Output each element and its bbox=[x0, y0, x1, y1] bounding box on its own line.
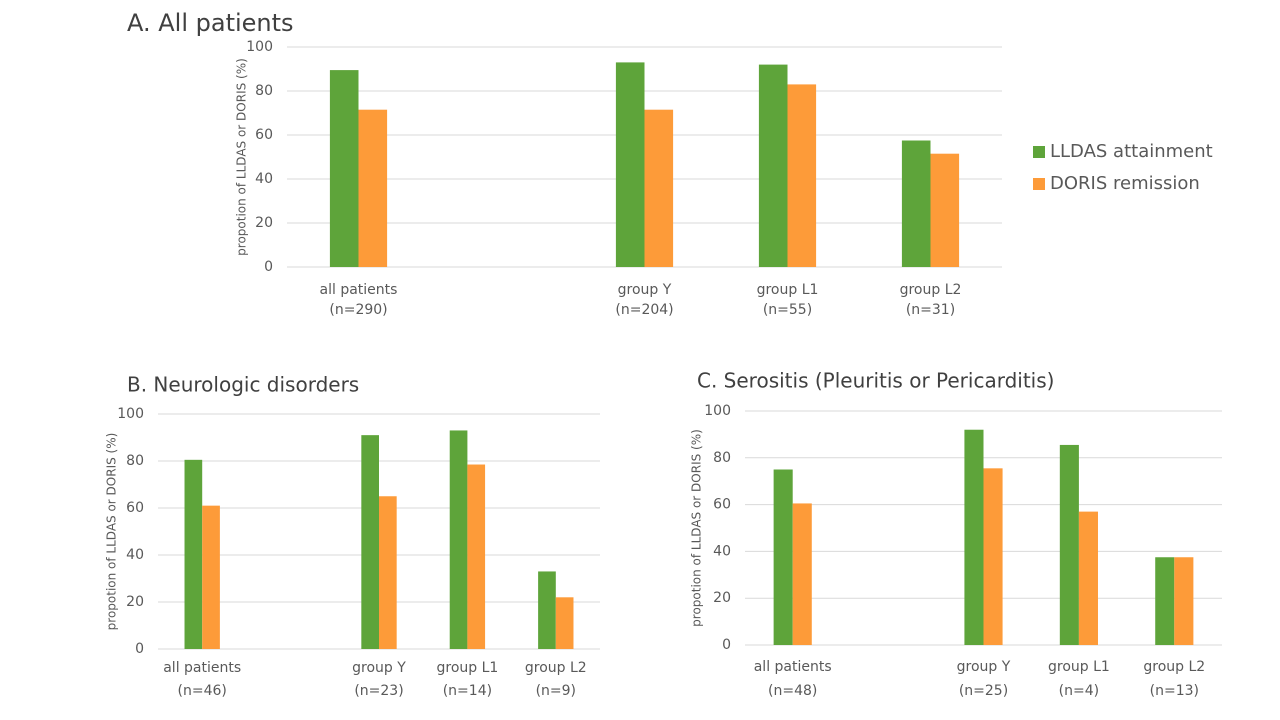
x-tick-label: group Y bbox=[618, 282, 672, 298]
bar bbox=[1078, 511, 1098, 645]
bar bbox=[361, 435, 379, 649]
bar bbox=[358, 109, 388, 267]
y-tick-label: 20 bbox=[255, 215, 273, 231]
bar bbox=[379, 496, 397, 649]
y-tick-label: 0 bbox=[135, 641, 144, 657]
bar bbox=[787, 84, 817, 268]
y-axis-label: propotion of LLDAS or DORIS (%) bbox=[690, 429, 704, 627]
legend-label: DORIS remission bbox=[1050, 173, 1200, 194]
y-tick-label: 100 bbox=[117, 406, 144, 422]
bar bbox=[1155, 557, 1175, 645]
x-tick-label: group L1 bbox=[757, 282, 819, 298]
bar bbox=[773, 469, 793, 645]
bar bbox=[449, 430, 468, 649]
legend-swatch bbox=[1033, 178, 1045, 190]
bar bbox=[930, 153, 960, 267]
y-tick-label: 80 bbox=[713, 450, 731, 466]
x-tick-sublabel: (n=14) bbox=[443, 683, 492, 699]
x-tick-label: group L2 bbox=[1143, 659, 1205, 675]
x-tick-label: group Y bbox=[957, 659, 1011, 675]
y-tick-label: 80 bbox=[255, 83, 273, 99]
bar bbox=[538, 571, 556, 649]
bar bbox=[555, 597, 574, 649]
bar bbox=[184, 459, 203, 649]
bar bbox=[758, 64, 788, 267]
x-tick-label: group L2 bbox=[525, 660, 587, 676]
x-tick-sublabel: (n=290) bbox=[329, 302, 387, 318]
x-tick-label: group Y bbox=[352, 660, 406, 676]
y-tick-label: 60 bbox=[255, 127, 273, 143]
y-tick-label: 100 bbox=[704, 403, 731, 419]
x-tick-label: all patients bbox=[754, 659, 832, 675]
x-tick-sublabel: (n=9) bbox=[536, 683, 576, 699]
x-tick-sublabel: (n=46) bbox=[178, 683, 227, 699]
y-tick-label: 60 bbox=[126, 500, 144, 516]
legend-swatch bbox=[1033, 146, 1045, 158]
bar bbox=[792, 503, 812, 645]
y-tick-label: 20 bbox=[713, 590, 731, 606]
bar bbox=[467, 464, 486, 649]
x-tick-label: all patients bbox=[163, 660, 241, 676]
bar bbox=[983, 468, 1003, 645]
x-tick-sublabel: (n=25) bbox=[959, 683, 1008, 699]
x-tick-sublabel: (n=13) bbox=[1150, 683, 1199, 699]
bar bbox=[964, 429, 984, 645]
y-axis-label: propotion of LLDAS or DORIS (%) bbox=[105, 433, 119, 631]
bar bbox=[615, 62, 645, 268]
y-tick-label: 40 bbox=[255, 171, 273, 187]
x-tick-label: group L1 bbox=[1048, 659, 1110, 675]
x-tick-label: all patients bbox=[320, 282, 398, 298]
chart-title: C. Serositis (Pleuritis or Pericarditis) bbox=[697, 369, 1054, 393]
y-tick-label: 0 bbox=[264, 259, 273, 275]
y-tick-label: 0 bbox=[722, 637, 731, 653]
y-tick-label: 20 bbox=[126, 594, 144, 610]
bar bbox=[1059, 444, 1079, 645]
bar bbox=[901, 140, 931, 267]
y-tick-label: 40 bbox=[713, 543, 731, 559]
x-tick-sublabel: (n=48) bbox=[768, 683, 817, 699]
bar bbox=[1174, 557, 1194, 645]
x-tick-label: group L2 bbox=[900, 282, 962, 298]
chart-title: A. All patients bbox=[127, 9, 294, 37]
bar bbox=[644, 109, 674, 267]
legend-label: LLDAS attainment bbox=[1050, 141, 1213, 162]
chart-title: B. Neurologic disorders bbox=[127, 373, 359, 397]
y-tick-label: 60 bbox=[713, 497, 731, 513]
y-tick-label: 100 bbox=[246, 39, 273, 55]
x-tick-label: group L1 bbox=[436, 660, 498, 676]
x-tick-sublabel: (n=55) bbox=[763, 302, 812, 318]
x-tick-sublabel: (n=4) bbox=[1059, 683, 1099, 699]
x-tick-sublabel: (n=31) bbox=[906, 302, 955, 318]
y-axis-label: propotion of LLDAS or DORIS (%) bbox=[235, 58, 249, 256]
x-tick-sublabel: (n=23) bbox=[354, 683, 403, 699]
x-tick-sublabel: (n=204) bbox=[615, 302, 673, 318]
y-tick-label: 80 bbox=[126, 453, 144, 469]
y-tick-label: 40 bbox=[126, 547, 144, 563]
bar bbox=[329, 70, 359, 267]
bar bbox=[202, 505, 220, 649]
